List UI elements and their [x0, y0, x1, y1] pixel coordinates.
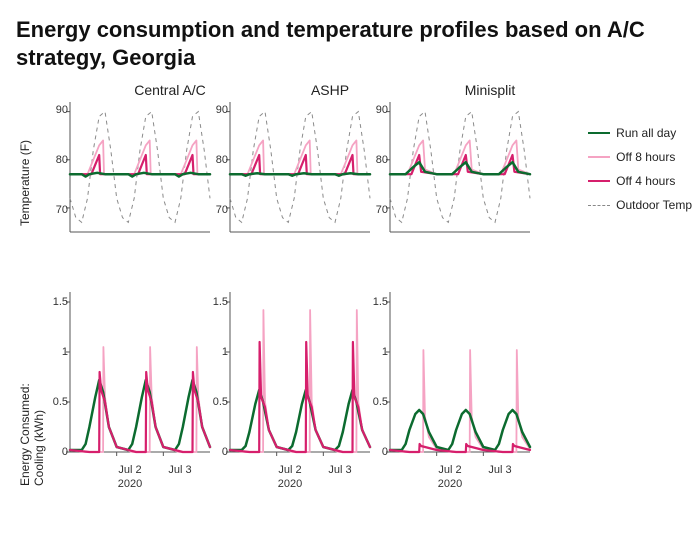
xtick: Jul 3: [160, 464, 200, 476]
ytick: 1.5: [38, 296, 68, 308]
ytick: 1: [358, 346, 388, 358]
ytick: 1.5: [198, 296, 228, 308]
xtick-year: 2020: [270, 478, 310, 490]
xtick: Jul 2: [110, 464, 150, 476]
ytick: 0: [358, 446, 388, 458]
xtick: Jul 2: [270, 464, 310, 476]
ytick: 80: [202, 154, 228, 166]
ytick: 0.5: [198, 396, 228, 408]
ytick: 0.5: [38, 396, 68, 408]
col-title-mini: Minisplit: [420, 82, 560, 98]
ytick: 0: [198, 446, 228, 458]
ytick: 70: [202, 204, 228, 216]
xtick: Jul 2: [430, 464, 470, 476]
ytick: 90: [362, 104, 388, 116]
col-title-ashp: ASHP: [260, 82, 400, 98]
plots-svg: [70, 102, 630, 542]
xtick-year: 2020: [430, 478, 470, 490]
xtick: Jul 3: [320, 464, 360, 476]
ytick: 70: [42, 204, 68, 216]
xtick-year: 2020: [110, 478, 150, 490]
ytick: 90: [42, 104, 68, 116]
ytick: 90: [202, 104, 228, 116]
col-title-central: Central A/C: [100, 82, 240, 98]
ytick: 70: [362, 204, 388, 216]
chart-title: Energy consumption and temperature profi…: [16, 16, 690, 71]
ytick: 1: [38, 346, 68, 358]
ytick: 0.5: [358, 396, 388, 408]
ylabel-temp: Temperature (F): [18, 140, 32, 226]
xtick: Jul 3: [480, 464, 520, 476]
ytick: 0: [38, 446, 68, 458]
ytick: 1.5: [358, 296, 388, 308]
ytick: 80: [362, 154, 388, 166]
chart-grid: Central A/C ASHP Minisplit Temperature (…: [10, 86, 690, 540]
ytick: 1: [198, 346, 228, 358]
ytick: 80: [42, 154, 68, 166]
